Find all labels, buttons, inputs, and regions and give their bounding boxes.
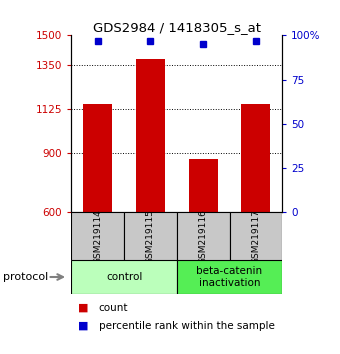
Bar [136,59,165,212]
Text: GSM219116: GSM219116 [199,209,208,264]
Text: GSM219115: GSM219115 [146,209,155,264]
Text: protocol: protocol [3,272,49,282]
Text: ■: ■ [78,321,89,331]
Text: beta-catenin
inactivation: beta-catenin inactivation [197,266,262,288]
Bar [83,104,112,212]
Bar [71,260,177,294]
Bar [230,212,282,260]
Bar [241,104,270,212]
Text: control: control [106,272,142,282]
Text: ■: ■ [78,303,89,313]
Text: count: count [99,303,128,313]
Title: GDS2984 / 1418305_s_at: GDS2984 / 1418305_s_at [93,21,261,34]
Bar [124,212,177,260]
Bar [189,159,218,212]
Text: GSM219117: GSM219117 [251,209,260,264]
Bar [177,212,230,260]
Bar [177,260,282,294]
Bar [71,212,124,260]
Text: GSM219114: GSM219114 [93,209,102,264]
Text: percentile rank within the sample: percentile rank within the sample [99,321,274,331]
